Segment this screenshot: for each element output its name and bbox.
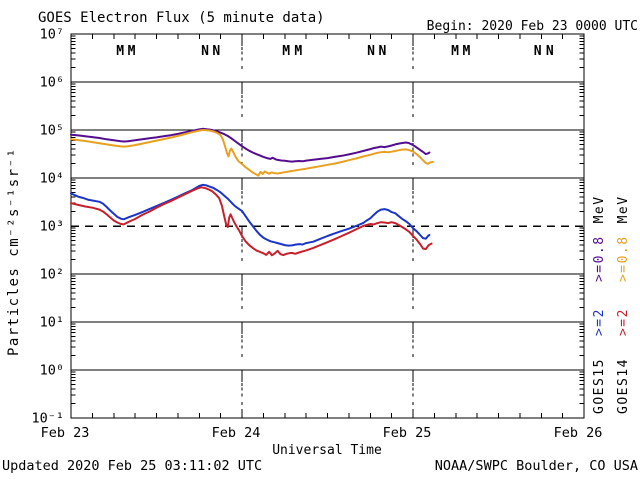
marker-n-goes15: N <box>546 44 554 59</box>
y-tick-label: 10² <box>40 267 64 283</box>
marker-m-goes14: M <box>451 44 459 59</box>
legend-goes15-ge2: >=2 <box>592 308 607 337</box>
y-tick-label: 10⁶ <box>40 75 64 91</box>
x-tick-label: Feb 25 <box>383 425 432 441</box>
marker-m-goes15: M <box>462 44 470 59</box>
legend-goes14: GOES14 >=2 >=0.8 MeV <box>616 195 631 414</box>
marker-n-goes14: N <box>534 44 542 59</box>
marker-n-goes14: N <box>367 44 375 59</box>
legend-goes14-name: GOES14 <box>616 358 631 414</box>
y-tick-label: 10⁴ <box>40 171 64 187</box>
x-tick-label: Feb 23 <box>41 425 90 441</box>
y-tick-label: 10³ <box>40 219 64 235</box>
x-tick-label: Feb 24 <box>212 425 261 441</box>
marker-m-goes15: M <box>128 44 136 59</box>
marker-n-goes15: N <box>378 44 386 59</box>
legend-goes15-ge08: >=0.8 <box>592 235 607 283</box>
y-tick-label: 10⁻¹ <box>31 411 64 427</box>
begin-time-label: Begin: 2020 Feb 23 0000 UTC <box>426 19 638 34</box>
x-tick-label: Feb 26 <box>554 425 603 441</box>
y-tick-label: 10⁷ <box>40 27 64 43</box>
y-axis-title: Particles cm⁻²s⁻¹sr⁻¹ <box>6 147 22 356</box>
series-goes15-0-8-mev <box>70 127 431 163</box>
marker-m-goes14: M <box>282 44 290 59</box>
y-tick-label: 10⁵ <box>40 123 64 139</box>
axis-frame <box>70 33 585 419</box>
legend-goes15-mev: MeV <box>592 195 607 224</box>
source-credit: NOAA/SWPC Boulder, CO USA <box>434 458 638 474</box>
legend-goes14-ge08: >=0.8 <box>616 235 631 283</box>
marker-n-goes14: N <box>201 44 209 59</box>
legend-goes14-ge2: >=2 <box>616 308 631 337</box>
legend-goes14-mev: MeV <box>616 195 631 224</box>
series-goes14-2-mev <box>70 186 433 257</box>
legend-goes15: GOES15 >=2 >=0.8 MeV <box>592 195 607 414</box>
legend-goes15-name: GOES15 <box>592 358 607 414</box>
series-goes15-2-mev <box>70 183 431 247</box>
marker-m-goes14: M <box>116 44 124 59</box>
y-tick-label: 10⁰ <box>40 363 64 379</box>
marker-n-goes15: N <box>212 44 220 59</box>
y-tick-label: 10¹ <box>40 315 64 331</box>
series-goes14-0-8-mev <box>70 129 434 177</box>
x-axis-title: Universal Time <box>272 443 382 458</box>
updated-timestamp: Updated 2020 Feb 25 03:11:02 UTC <box>2 458 263 474</box>
page-title: GOES Electron Flux (5 minute data) <box>38 10 325 26</box>
marker-m-goes15: M <box>294 44 302 59</box>
